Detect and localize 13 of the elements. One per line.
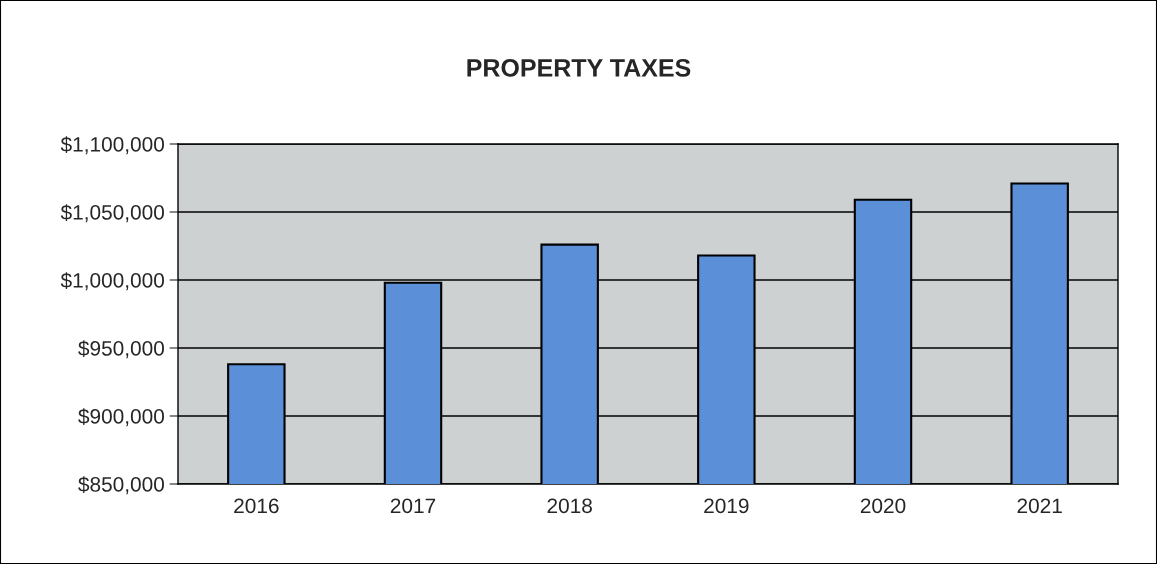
y-tick-label: $1,000,000 <box>60 272 164 291</box>
x-tick-label: 2019 <box>704 498 749 514</box>
y-tick-label: $900,000 <box>78 408 164 427</box>
x-tick-label: 2021 <box>1017 498 1062 514</box>
x-tick-label: 2017 <box>390 498 436 514</box>
chart-title: PROPERTY TAXES <box>467 59 691 77</box>
x-tick-label: 2018 <box>547 498 592 514</box>
y-tick-label: $1,100,000 <box>60 136 164 155</box>
y-tick-label: $950,000 <box>78 340 164 359</box>
x-tick-label: 2016 <box>234 498 279 514</box>
y-tick-label: $1,050,000 <box>60 204 164 223</box>
y-tick-label: $850,000 <box>78 476 164 495</box>
x-tick-label: 2020 <box>860 498 906 514</box>
